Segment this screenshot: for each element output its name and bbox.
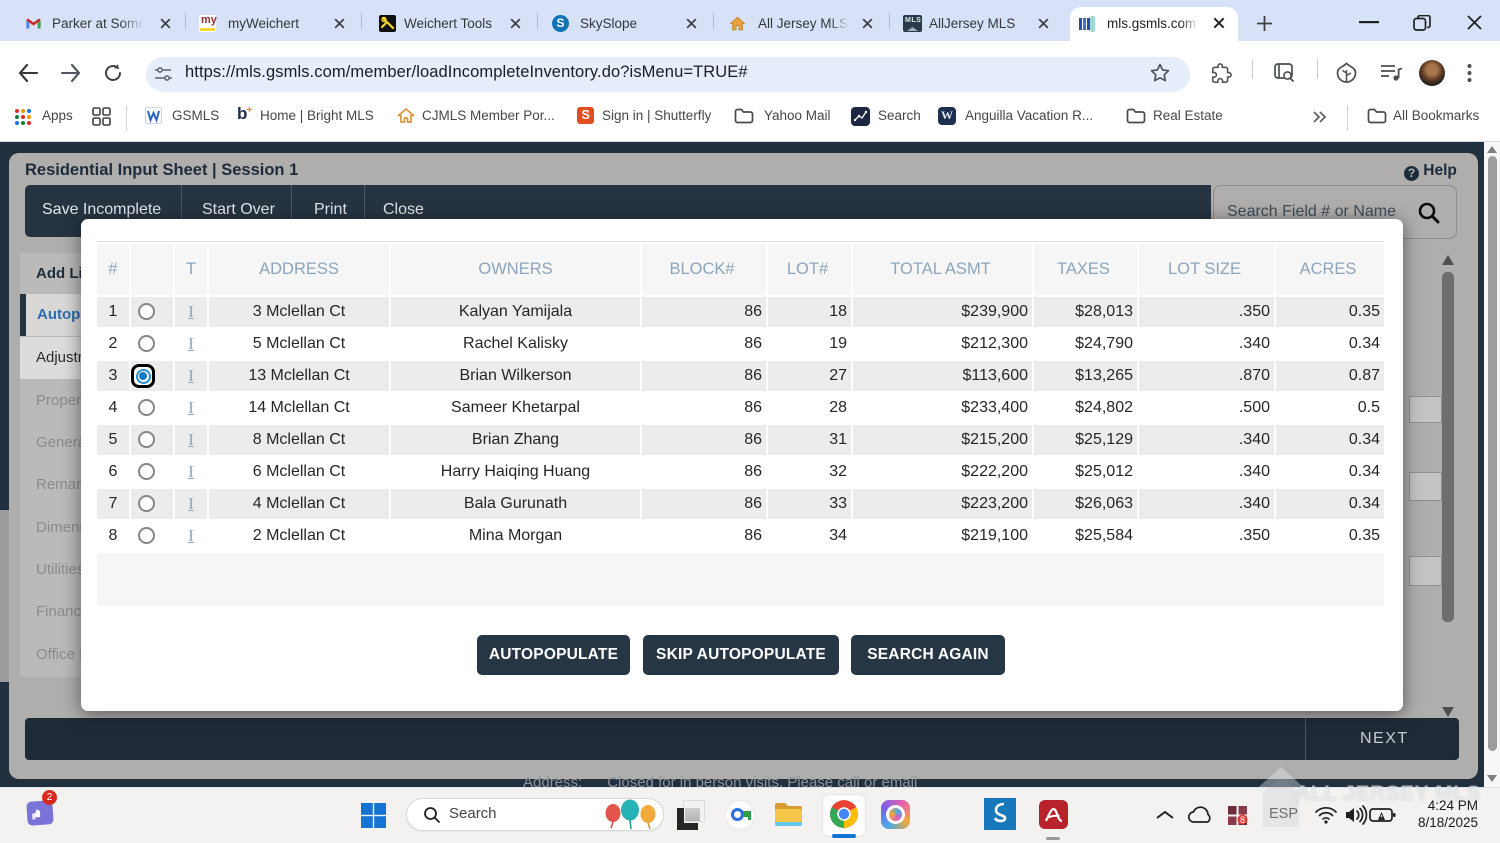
svg-text:8: 8 xyxy=(1240,815,1245,825)
